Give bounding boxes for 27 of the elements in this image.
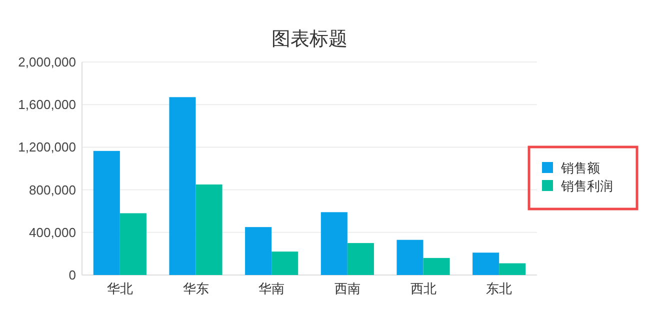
bar <box>272 252 298 275</box>
y-tick-label: 1,200,000 <box>18 140 76 155</box>
bar <box>347 243 374 275</box>
bar <box>472 252 500 275</box>
bar <box>396 240 424 275</box>
chart-title: 图表标题 <box>272 29 348 50</box>
y-tick-label: 0 <box>68 268 76 282</box>
y-tick-label: 1,600,000 <box>18 97 76 112</box>
bar <box>196 184 222 275</box>
legend-label: 销售利润 <box>560 178 613 194</box>
x-tick-label: 西南 <box>334 281 360 296</box>
x-tick-label: 华东 <box>182 281 209 296</box>
bar <box>120 213 146 275</box>
legend-label: 销售额 <box>560 160 600 176</box>
x-tick-label: 西北 <box>410 281 436 296</box>
bar <box>93 150 120 275</box>
y-tick-label: 2,000,000 <box>18 54 76 70</box>
bar <box>169 97 196 275</box>
bar <box>499 263 526 275</box>
bar <box>320 212 348 275</box>
x-tick-label: 华北 <box>106 281 133 296</box>
bar <box>423 258 450 275</box>
x-tick-label: 东北 <box>486 281 512 296</box>
y-tick-label: 400,000 <box>29 224 76 240</box>
bar <box>245 227 272 275</box>
y-tick-label: 800,000 <box>29 182 76 198</box>
x-tick-label: 华南 <box>258 281 285 296</box>
